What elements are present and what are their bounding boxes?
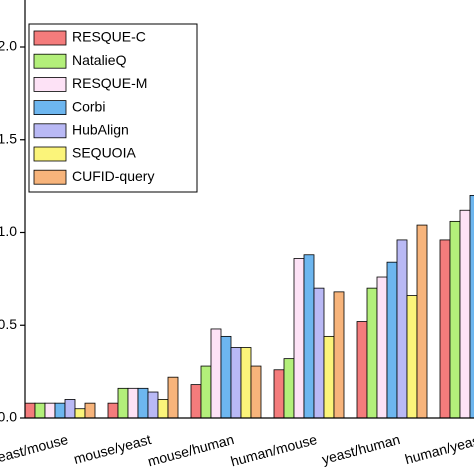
bar: [366, 287, 378, 419]
bar: [44, 402, 56, 419]
bar: [190, 384, 202, 419]
bar: [396, 239, 408, 419]
legend-label: RESQUE-M: [72, 75, 147, 91]
bar: [127, 387, 139, 419]
bar: [64, 399, 76, 419]
bar: [157, 399, 169, 419]
legend-swatch: [33, 146, 67, 162]
bar: [283, 358, 295, 419]
y-tick-label: 0.5: [0, 316, 17, 332]
legend-label: HubAlign: [72, 122, 129, 138]
legend-swatch: [33, 77, 67, 92]
bar: [333, 291, 345, 419]
bar: [469, 194, 474, 419]
legend-label: SEQUOIA: [72, 145, 136, 161]
legend-swatch: [33, 53, 67, 69]
bar: [406, 295, 418, 419]
bar: [24, 402, 36, 419]
legend-swatch: [33, 169, 67, 185]
bar: [449, 220, 461, 419]
bar: [34, 402, 46, 419]
bar: [376, 276, 388, 419]
y-tick-label: 2.0: [0, 38, 17, 54]
legend-label: RESQUE-C: [72, 29, 146, 45]
bar: [459, 209, 471, 419]
bar: [323, 335, 335, 419]
bar: [147, 391, 159, 419]
x-tick-label: mouse/yeast: [72, 431, 153, 467]
legend-swatch: [33, 30, 67, 46]
x-tick-label: yeast/human: [320, 431, 402, 467]
bar: [230, 347, 242, 419]
legend-swatch: [33, 123, 67, 139]
bar: [137, 387, 149, 419]
bar: [293, 258, 305, 419]
x-tick-label: human/mouse: [229, 431, 319, 469]
bar: [386, 261, 398, 419]
bar: [117, 387, 129, 419]
y-tick-label: 1.5: [0, 130, 17, 146]
bar: [356, 321, 368, 419]
x-tick-label: yeast/mouse: [0, 431, 70, 467]
legend-box: [28, 23, 198, 193]
bar: [240, 347, 252, 419]
x-tick-label: human/yeast: [403, 431, 474, 467]
bar: [167, 376, 179, 419]
bar: [107, 402, 119, 419]
legend-label: Corbi: [72, 98, 105, 114]
bar: [200, 365, 212, 419]
bar: [84, 402, 96, 419]
bar: [74, 408, 86, 419]
y-tick-label: 0.0: [0, 409, 17, 425]
bar: [416, 224, 428, 419]
x-tick-label: mouse/human: [146, 431, 236, 469]
bar: [210, 328, 222, 419]
bar: [303, 254, 315, 419]
bar: [439, 239, 451, 419]
bar: [250, 365, 262, 419]
legend-label: CUFID-query: [72, 168, 154, 184]
bar: [54, 402, 66, 419]
legend-label: NatalieQ: [72, 52, 127, 68]
y-tick-label: 1.0: [0, 223, 17, 239]
bar: [220, 335, 232, 419]
bar: [313, 287, 325, 419]
bar: [273, 369, 285, 419]
legend: RESQUE-C NatalieQ RESQUE-M Corbi HubAlign SEQ…: [28, 23, 198, 193]
legend-swatch: [33, 100, 67, 115]
